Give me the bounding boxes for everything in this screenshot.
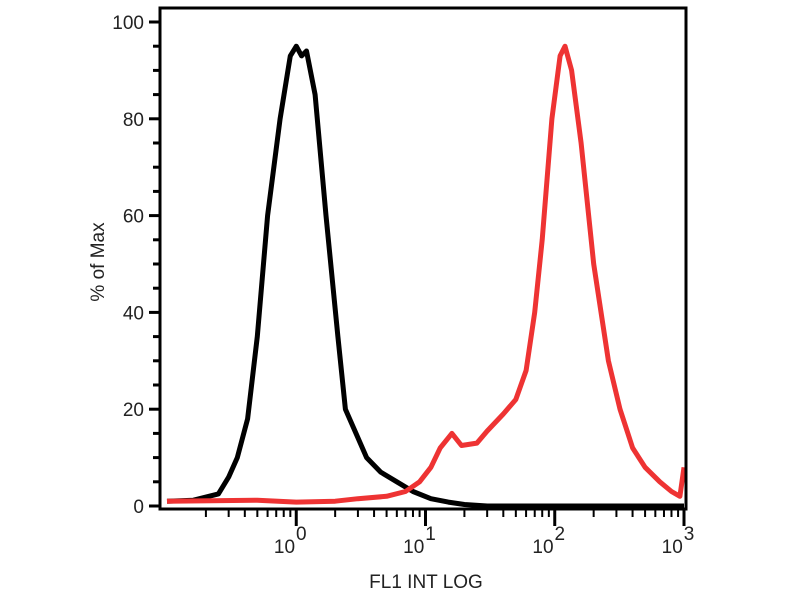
x-tick-label: 102 bbox=[532, 524, 565, 558]
y-axis: 0 20 40 60 80 100 bbox=[112, 13, 160, 518]
series-1-line bbox=[166, 43, 684, 509]
curves bbox=[166, 43, 687, 509]
plot-frame bbox=[158, 6, 688, 511]
y-tick-label: 80 bbox=[123, 110, 144, 131]
y-tick-label: 20 bbox=[123, 400, 144, 421]
x-tick-base: 10 bbox=[274, 537, 295, 558]
y-tick-label: 100 bbox=[112, 13, 144, 34]
x-tick-base: 10 bbox=[532, 537, 553, 558]
x-axis-label: FL1 INT LOG bbox=[369, 572, 483, 593]
x-tick-label: 101 bbox=[403, 524, 436, 558]
y-tick-label: 60 bbox=[123, 207, 144, 228]
series-2-line bbox=[166, 43, 687, 505]
x-tick-base: 10 bbox=[403, 537, 424, 558]
x-tick-base: 10 bbox=[662, 537, 683, 558]
x-tick-label: 100 bbox=[274, 524, 307, 558]
x-tick-exponent: 1 bbox=[425, 524, 436, 545]
x-tick-exponent: 0 bbox=[296, 524, 307, 545]
y-axis-label: % of Max bbox=[88, 222, 109, 302]
x-tick-label: 103 bbox=[662, 524, 695, 558]
y-tick-label: 40 bbox=[123, 303, 144, 324]
x-tick-exponent: 3 bbox=[684, 524, 695, 545]
y-tick-label: 0 bbox=[133, 497, 144, 518]
x-tick-exponent: 2 bbox=[555, 524, 566, 545]
